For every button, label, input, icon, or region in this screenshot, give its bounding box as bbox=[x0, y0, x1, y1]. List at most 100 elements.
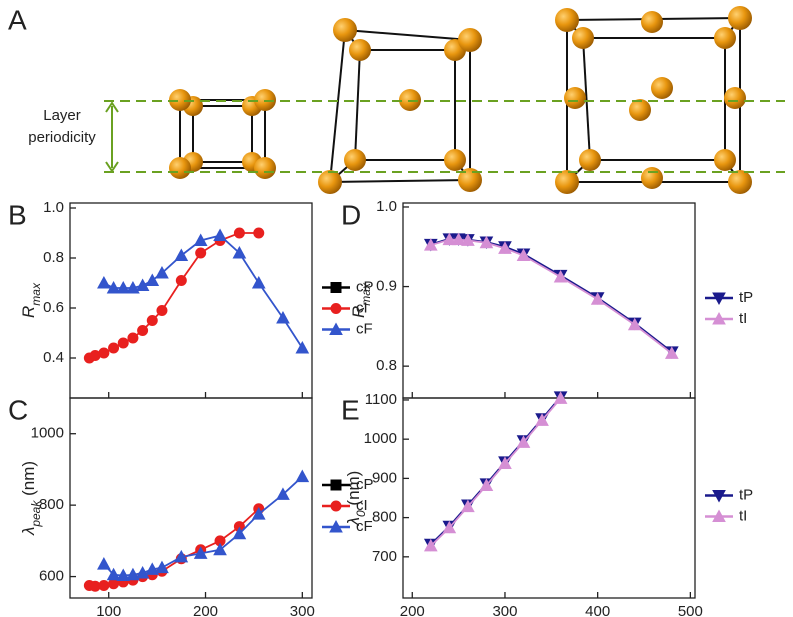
marker bbox=[106, 280, 121, 294]
y-axis-label-part: (nm) bbox=[19, 461, 38, 501]
marker bbox=[175, 275, 187, 286]
panel-label: E bbox=[341, 394, 360, 425]
y-tick-label: 0.4 bbox=[43, 349, 64, 366]
marker bbox=[195, 247, 207, 259]
marker bbox=[442, 520, 457, 534]
y-axis-label-part: λ bbox=[344, 517, 363, 526]
x-tick-label: 300 bbox=[492, 603, 517, 617]
marker bbox=[295, 469, 310, 483]
y-tick-label: 600 bbox=[39, 568, 64, 585]
marker bbox=[155, 560, 169, 574]
marker bbox=[174, 549, 189, 563]
panel-a: A Layer periodicity bbox=[8, 4, 785, 194]
y-axis-label: Rmax bbox=[19, 282, 43, 318]
marker bbox=[553, 391, 568, 404]
marker bbox=[126, 280, 140, 294]
legend-marker bbox=[330, 479, 342, 491]
plot-frame bbox=[402, 397, 696, 599]
marker bbox=[627, 317, 642, 331]
legend-marker bbox=[712, 490, 726, 503]
legend-label: cF bbox=[356, 320, 373, 337]
marker bbox=[116, 568, 131, 581]
legend-label: tI bbox=[739, 310, 747, 327]
y-tick-label: 1100 bbox=[365, 391, 397, 408]
legend-marker bbox=[330, 303, 342, 314]
marker bbox=[156, 305, 168, 316]
marker bbox=[126, 567, 140, 581]
y-axis-label-part: (nm) bbox=[344, 471, 363, 511]
legend-marker bbox=[330, 500, 342, 512]
y-axis-label-part: max bbox=[359, 282, 373, 306]
legend-label: cI bbox=[356, 299, 368, 316]
x-tick-label: 100 bbox=[96, 603, 121, 617]
plot-frame bbox=[69, 397, 313, 599]
marker bbox=[127, 332, 139, 344]
marker bbox=[106, 567, 121, 581]
y-axis-label-part: peak bbox=[29, 500, 43, 528]
cube-ci bbox=[318, 18, 482, 194]
marker bbox=[146, 315, 158, 326]
panel-label: A bbox=[8, 4, 27, 35]
y-axis-label-part: R bbox=[19, 306, 38, 318]
series-line bbox=[430, 238, 673, 355]
legend-label: cF bbox=[356, 518, 373, 535]
marker bbox=[98, 580, 110, 591]
x-tick-label: 200 bbox=[193, 603, 218, 617]
marker bbox=[498, 456, 512, 469]
series-line bbox=[103, 475, 303, 577]
marker bbox=[479, 478, 494, 491]
panel-label: C bbox=[8, 394, 28, 425]
marker bbox=[108, 342, 120, 354]
legend-label: tP bbox=[739, 486, 753, 503]
marker bbox=[174, 248, 189, 261]
y-tick-label: 0.8 bbox=[43, 249, 64, 266]
y-tick-label: 800 bbox=[39, 496, 64, 513]
legend-label: tI bbox=[739, 507, 747, 524]
plot-frame bbox=[402, 202, 696, 399]
marker bbox=[137, 325, 149, 336]
panel-label: D bbox=[341, 199, 361, 230]
y-tick-label: 0.6 bbox=[43, 299, 64, 316]
marker bbox=[516, 248, 531, 262]
marker bbox=[251, 275, 266, 289]
marker bbox=[97, 557, 111, 570]
y-axis-label: Rmax bbox=[349, 282, 373, 318]
legend-marker bbox=[329, 322, 343, 335]
legend-marker bbox=[330, 282, 342, 293]
marker bbox=[423, 538, 438, 552]
marker bbox=[135, 278, 150, 291]
x-tick-label: 200 bbox=[400, 603, 425, 617]
marker bbox=[233, 227, 245, 239]
marker bbox=[553, 269, 568, 283]
legend-label: cP bbox=[356, 476, 374, 493]
y-axis-label-part: max bbox=[29, 282, 43, 306]
marker bbox=[213, 228, 227, 241]
marker bbox=[535, 413, 549, 426]
marker bbox=[193, 546, 208, 559]
legend-marker bbox=[712, 509, 726, 522]
marker bbox=[590, 292, 605, 305]
x-tick-label: 300 bbox=[290, 603, 315, 617]
legend-marker bbox=[712, 292, 726, 306]
marker bbox=[232, 245, 247, 259]
marker bbox=[155, 265, 169, 279]
legend-label: tP bbox=[739, 289, 753, 306]
plot-frame bbox=[69, 202, 313, 399]
marker bbox=[442, 232, 457, 246]
x-tick-label: 500 bbox=[678, 603, 703, 617]
legend-marker bbox=[329, 519, 343, 533]
y-axis-label-part: 0 bbox=[354, 510, 368, 517]
y-tick-label: 0.8 bbox=[376, 357, 397, 374]
marker bbox=[117, 337, 129, 349]
y-tick-label: 800 bbox=[372, 509, 397, 526]
y-axis-label: λ0 (nm) bbox=[344, 471, 368, 527]
y-tick-label: 1.0 bbox=[376, 198, 397, 215]
marker bbox=[498, 241, 512, 254]
legend-label: cI bbox=[356, 497, 368, 514]
annotation: Layer bbox=[43, 107, 81, 124]
marker bbox=[253, 227, 265, 239]
annotation: periodicity bbox=[28, 129, 96, 146]
y-tick-label: 1000 bbox=[364, 430, 397, 447]
y-axis-label-part: λ bbox=[19, 527, 38, 536]
